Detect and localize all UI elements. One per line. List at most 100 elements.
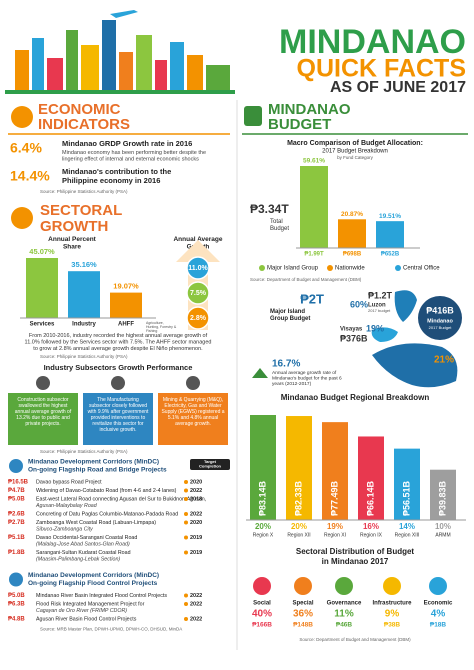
bar-amount: ₱698B bbox=[343, 252, 362, 258]
section-heading: BUDGET bbox=[268, 116, 331, 133]
bar-value: 19.07% bbox=[113, 282, 139, 291]
bar bbox=[300, 166, 328, 248]
bar-label: Services bbox=[30, 322, 55, 328]
bar-value: ₱66.14B bbox=[365, 480, 375, 516]
chart-subtitle: 2017 Budget Breakdown bbox=[322, 149, 388, 155]
chart-title: Mindanao Budget Regional Breakdown bbox=[281, 393, 430, 402]
bar-amount: ₱652B bbox=[381, 252, 400, 258]
source: Source: Department of Budget and Managem… bbox=[250, 277, 362, 282]
year-dot bbox=[184, 550, 188, 555]
source: Source: Philippine Statistics Authority … bbox=[40, 189, 128, 194]
sector-pct: 4% bbox=[431, 609, 446, 620]
bar-label: Region X bbox=[253, 532, 274, 538]
islands-map bbox=[371, 290, 458, 388]
bar-value: ₱82.33B bbox=[293, 480, 303, 516]
year-dot bbox=[184, 593, 188, 598]
badge-text: Target Completion bbox=[199, 459, 222, 469]
chart-title: Annual Percent Share bbox=[48, 236, 97, 251]
list-title: On-going Flagship Flood Control Projects bbox=[28, 580, 158, 587]
bar-label: Region IX bbox=[360, 532, 383, 538]
island-budget: ₱2T bbox=[300, 291, 324, 306]
bar-amount: ₱1.99T bbox=[304, 252, 324, 258]
growth-value: 16.7% bbox=[272, 359, 300, 370]
sector-name: Governance bbox=[327, 601, 362, 607]
icon bbox=[11, 106, 33, 128]
icon bbox=[11, 207, 33, 229]
bar-label: Industry bbox=[72, 322, 96, 328]
section-heading: MINDANAO bbox=[268, 101, 351, 118]
icon bbox=[335, 577, 353, 595]
bar bbox=[286, 416, 312, 520]
amount: ₱5.1B bbox=[8, 535, 25, 541]
list-title: Mindanao Development Corridors (MinDC) bbox=[28, 459, 159, 466]
year: 2018 bbox=[190, 496, 202, 502]
project-sub: Sibuco-Zamboanga City bbox=[36, 526, 93, 532]
bar-label: AHFF bbox=[118, 322, 134, 328]
total: ₱3.34T bbox=[250, 202, 289, 216]
sector-amount: ₱148B bbox=[293, 622, 313, 629]
amount: ₱1.2T bbox=[368, 290, 393, 300]
bar-label: Region XIII bbox=[395, 532, 420, 538]
amount: ₱16.5B bbox=[8, 480, 29, 486]
sector-amount: ₱18B bbox=[430, 622, 447, 629]
icon bbox=[36, 376, 50, 390]
text-box bbox=[8, 393, 78, 445]
bar-label: Region XII bbox=[287, 532, 310, 538]
project-name: Zamboanga West Coastal Road (Labuan-Limp… bbox=[36, 520, 156, 526]
bar-pct: 10% bbox=[435, 522, 451, 531]
project-name: Sarangani-Sultan Kudarat Coastal Road bbox=[36, 550, 131, 556]
amount: ₱2.6B bbox=[8, 512, 25, 518]
list-title: Mindanao Development Corridors (MinDC) bbox=[28, 572, 159, 579]
icon bbox=[253, 577, 271, 595]
stat-title: Mindanao's contribution to the Philippine… bbox=[62, 167, 171, 185]
sector-pct: 40% bbox=[252, 609, 272, 620]
year-dot bbox=[184, 535, 188, 540]
project-name: Agusan River Basin Flood Control Project… bbox=[36, 616, 137, 622]
sector-name: Economic bbox=[424, 601, 453, 607]
year-dot bbox=[184, 520, 188, 525]
amount: ₱1.8B bbox=[8, 550, 25, 556]
bar-pct: 14% bbox=[399, 522, 415, 531]
bar bbox=[338, 219, 366, 248]
bar bbox=[376, 221, 404, 248]
stat-title: Mindanao GRDP Growth rate in 2016 bbox=[62, 139, 192, 148]
bar-value: 35.16% bbox=[71, 260, 97, 269]
total-label: Total Budget bbox=[270, 219, 289, 232]
project-name: Davao bypass Road Project bbox=[36, 479, 102, 485]
bar bbox=[322, 422, 348, 520]
stat-value: 14.4% bbox=[10, 168, 50, 184]
sector-pct: 11% bbox=[334, 609, 354, 620]
icon bbox=[9, 459, 23, 473]
project-name: Mindanao River Basin Integrated Flood Co… bbox=[36, 593, 167, 599]
icon bbox=[383, 577, 401, 595]
growth-value: 2.8% bbox=[190, 315, 207, 322]
date: AS OF JUNE 2017 bbox=[330, 79, 466, 96]
year: 2022 bbox=[190, 593, 202, 599]
project-sub: (Malalag-Jose Abad Santos-Glan Road) bbox=[36, 541, 130, 547]
year: 2019 bbox=[190, 535, 202, 541]
title: MINDANAO bbox=[279, 23, 466, 61]
bar bbox=[68, 271, 100, 318]
island-name: Visayas bbox=[340, 327, 363, 333]
legend-label: Nationwide bbox=[335, 266, 365, 272]
section-heading: GROWTH bbox=[40, 218, 108, 235]
chart-title: in Mindanao 2017 bbox=[322, 557, 389, 566]
project-name: Widening of Davao-Cotabato Road (from 4-… bbox=[36, 488, 177, 494]
growth-circle bbox=[186, 306, 210, 330]
sector-name: Infrastructure bbox=[372, 601, 412, 607]
growth-text: Annual average growth rate of Mindanao's … bbox=[272, 370, 342, 387]
bar-value: ₱83.14B bbox=[257, 480, 267, 516]
skyline bbox=[5, 10, 235, 94]
bar-value: 45.07% bbox=[29, 247, 55, 256]
project-sub: Agusan-Malaybalay Road bbox=[35, 503, 98, 509]
year: 2020 bbox=[190, 479, 202, 485]
sector-amount: ₱166B bbox=[252, 622, 272, 629]
growth-circle bbox=[186, 256, 210, 280]
project-sub: Cagayan de Oro River (FRIMP CDOR) bbox=[36, 608, 127, 614]
bar-value: 59.61% bbox=[303, 158, 325, 165]
year-dot bbox=[184, 602, 188, 606]
bar-label: ARMM bbox=[435, 532, 450, 538]
legend-label: Central Office bbox=[403, 266, 440, 272]
